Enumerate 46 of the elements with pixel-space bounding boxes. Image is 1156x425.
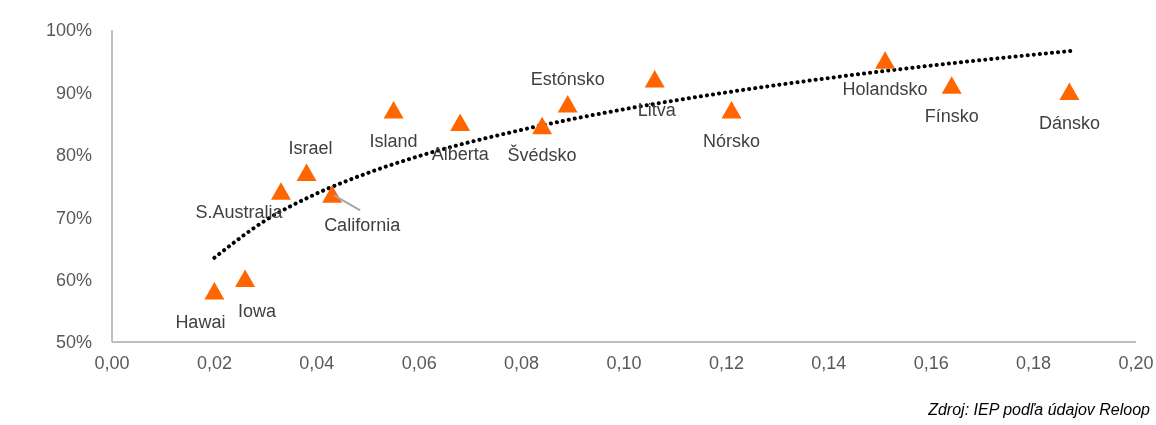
y-tick-label: 80%	[55, 145, 92, 166]
x-tick-label: 0,20	[1118, 352, 1154, 373]
annotation: California	[324, 215, 402, 236]
x-tick-label: 0,04	[299, 352, 335, 373]
point	[450, 113, 471, 132]
point	[1059, 82, 1080, 100]
annotation: Israel	[288, 137, 333, 158]
point	[322, 185, 343, 203]
point	[557, 94, 578, 113]
annotation: Alberta	[431, 143, 490, 164]
annotation: Estónsko	[530, 68, 605, 89]
text: Zdroj: IEP podľa údajov Reloop	[928, 401, 1150, 419]
annotation: Dánsko	[1038, 113, 1100, 134]
x-tick-label: 0,10	[606, 352, 642, 373]
x-tick-label: 0,02	[196, 352, 232, 373]
x-tick-label: 0,08	[504, 352, 540, 373]
point	[383, 101, 404, 119]
point	[875, 51, 896, 69]
point	[532, 116, 553, 135]
x-tick-label: 0,16	[913, 352, 949, 373]
annotation: Iowa	[238, 300, 278, 321]
x-tick-label: 0,00	[94, 352, 130, 373]
annotation: Holandsko	[842, 79, 928, 100]
point	[721, 101, 742, 119]
point	[941, 76, 962, 94]
point	[204, 282, 225, 300]
y-tick-label: 100%	[45, 20, 92, 41]
x-tick-label: 0,14	[811, 352, 847, 373]
point	[296, 163, 317, 182]
x-tick-label: 0,06	[401, 352, 437, 373]
y-tick-label: 90%	[55, 82, 92, 103]
annotation: Nórsko	[703, 131, 761, 152]
x-tick-label: 0,12	[708, 352, 744, 373]
point	[270, 182, 291, 200]
annotation: Švédsko	[507, 143, 577, 165]
annotation: S.Australia	[195, 202, 284, 223]
y-tick-label: 50%	[55, 332, 92, 353]
y-tick-label: 60%	[55, 269, 92, 290]
x-tick-label: 0,18	[1016, 352, 1052, 373]
annotation: Fínsko	[924, 106, 979, 127]
point	[235, 269, 256, 288]
annotation: Island	[369, 131, 418, 152]
annotation: Hawai	[175, 312, 226, 333]
y-tick-label: 70%	[55, 207, 92, 228]
point	[644, 69, 665, 88]
annotation: Litva	[637, 99, 677, 120]
